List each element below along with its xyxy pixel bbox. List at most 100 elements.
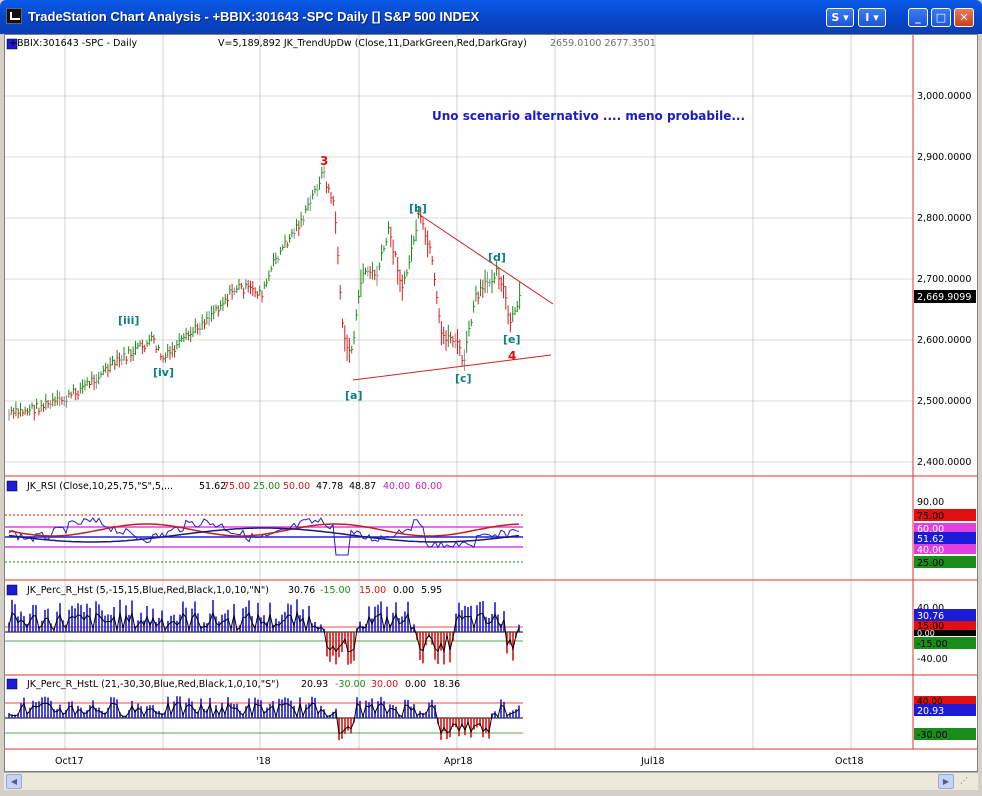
perc-r-value-1: 30.76 bbox=[288, 585, 315, 596]
wave-label-iii: [iii] bbox=[118, 314, 139, 327]
perc-r-title: JK_Perc_R_Hst (5,-15,15,Blue,Red,Black,1… bbox=[26, 585, 269, 596]
perc-r-axis-30: 30.76 bbox=[917, 611, 944, 622]
grid-lines bbox=[5, 35, 913, 749]
maximize-button[interactable]: □ bbox=[931, 8, 951, 27]
rsi-box-40 bbox=[914, 544, 976, 554]
title-bar[interactable]: TradeStation Chart Analysis - +BBIX:3016… bbox=[0, 0, 982, 34]
perc-r-long-value-1: 20.93 bbox=[301, 679, 328, 690]
perc-r-value-5: 5.95 bbox=[421, 585, 442, 596]
trendlines bbox=[352, 212, 554, 381]
chart-canvas[interactable]: +BBIX:301643 -SPC - Daily V=5,189,892 JK… bbox=[5, 35, 977, 771]
arrow-left-icon: ◀ bbox=[10, 777, 18, 786]
perc-r-axis-bottom: -40.00 bbox=[917, 654, 948, 665]
perc-r-long-value-4: 0.00 bbox=[405, 679, 426, 690]
rsi-axis-60: 60.00 bbox=[917, 524, 944, 535]
close-icon: ✕ bbox=[959, 11, 969, 24]
rsi-value-8: 60.00 bbox=[415, 481, 442, 492]
price-tick: 2,400.0000 bbox=[917, 457, 971, 468]
chart-area[interactable]: +BBIX:301643 -SPC - Daily V=5,189,892 JK… bbox=[4, 34, 978, 772]
wave-label-e: [e] bbox=[503, 333, 521, 346]
perc-r-box-m15 bbox=[914, 637, 976, 649]
perc-r-long-axis-top: 40.00 bbox=[917, 697, 943, 707]
symbol-label: +BBIX:301643 -SPC - Daily bbox=[9, 38, 137, 49]
scroll-right-button[interactable]: ▶ bbox=[938, 774, 954, 789]
window-title: TradeStation Chart Analysis - +BBIX:3016… bbox=[28, 9, 480, 24]
rsi-value-5: 47.78 bbox=[316, 481, 343, 492]
minimize-button[interactable]: _ bbox=[908, 8, 928, 27]
perc-r-long-panel: JK_Perc_R_HstL (21,-30,30,Blue,Red,Black… bbox=[5, 678, 976, 741]
i-menu-button[interactable]: I ▾ bbox=[858, 8, 886, 27]
price-tick: 2,500.0000 bbox=[917, 396, 971, 407]
rsi-value-2: 75.00 bbox=[223, 481, 250, 492]
perc-r-long-axis-20: 20.93 bbox=[917, 706, 944, 717]
perc-r-long-value-2: -30.00 bbox=[335, 679, 366, 690]
close-button[interactable]: ✕ bbox=[954, 8, 974, 27]
perc-r-axis-m15: -15.00 bbox=[917, 639, 948, 650]
wave-label-d: [d] bbox=[488, 251, 506, 264]
resize-grip-icon[interactable]: ⋰ bbox=[956, 774, 972, 789]
perc-r-axis-0: 0.00 bbox=[917, 629, 935, 638]
rsi-axis-25: 25.00 bbox=[917, 558, 944, 569]
rsi-value-4: 50.00 bbox=[283, 481, 310, 492]
perc-r-box-15 bbox=[914, 621, 976, 630]
perc-r-long-box-m30 bbox=[914, 728, 976, 740]
last-price-label: 2,669.9099 bbox=[917, 292, 971, 303]
price-tick: 2,700.0000 bbox=[917, 274, 971, 285]
price-tick: 2,900.0000 bbox=[917, 152, 971, 163]
time-tick-oct17: Oct17 bbox=[55, 756, 84, 767]
s-menu-label: S bbox=[831, 11, 840, 24]
rsi-value-6: 48.87 bbox=[349, 481, 376, 492]
maximize-icon: □ bbox=[935, 11, 947, 24]
wave-labels: 3 [iii] [iv] [a] [b] [c] [d] [e] 4 bbox=[118, 154, 521, 402]
rsi-axis-51: 51.62 bbox=[917, 534, 944, 545]
rsi-box-51 bbox=[914, 532, 976, 544]
arrow-right-icon: ▶ bbox=[942, 777, 950, 786]
perc-r-long-axis-m30: -30.00 bbox=[917, 730, 948, 741]
rsi-slow-line bbox=[8, 527, 520, 543]
time-axis: Oct17 '18 Apr18 Jul18 Oct18 bbox=[55, 756, 864, 767]
time-tick-jul18: Jul18 bbox=[640, 756, 665, 767]
perc-r-long-box-20 bbox=[914, 704, 976, 716]
horizontal-scrollbar[interactable]: ◀ ▶ ⋰ bbox=[4, 772, 978, 790]
time-tick-oct18: Oct18 bbox=[835, 756, 864, 767]
perc-r-panel: JK_Perc_R_Hst (5,-15,15,Blue,Red,Black,1… bbox=[5, 584, 976, 665]
last-price-box bbox=[914, 290, 976, 303]
price-bars bbox=[8, 165, 522, 421]
wave-label-a: [a] bbox=[345, 389, 362, 402]
perc-r-long-histogram bbox=[8, 696, 520, 741]
rsi-value-7: 40.00 bbox=[383, 481, 410, 492]
perc-r-marker-icon bbox=[6, 584, 18, 596]
perc-r-value-3: 15.00 bbox=[359, 585, 386, 596]
wave-label-c: [c] bbox=[455, 372, 472, 385]
i-menu-label: I bbox=[865, 11, 870, 24]
rsi-box-60 bbox=[914, 523, 976, 533]
perc-r-axis-top: 40.00 bbox=[917, 603, 944, 614]
wave-label-4: 4 bbox=[508, 349, 516, 363]
s-menu-button[interactable]: S ▾ bbox=[826, 8, 854, 27]
rsi-value-1: 51.62 bbox=[199, 481, 226, 492]
scroll-left-button[interactable]: ◀ bbox=[6, 774, 22, 789]
perc-r-long-value-3: 30.00 bbox=[371, 679, 398, 690]
rsi-axis-top: 90.00 bbox=[917, 497, 944, 508]
rsi-box-25 bbox=[914, 556, 976, 568]
perc-r-long-value-5: 18.36 bbox=[433, 679, 460, 690]
minimize-icon: _ bbox=[915, 11, 921, 24]
rsi-marker-icon bbox=[6, 480, 18, 492]
perc-r-long-title: JK_Perc_R_HstL (21,-30,30,Blue,Red,Black… bbox=[26, 679, 279, 690]
rsi-average-line bbox=[8, 523, 520, 537]
indicator-label: V=5,189,892 JK_TrendUpDw (Close,11,DarkG… bbox=[218, 38, 527, 49]
rsi-title: JK_RSI (Close,10,25,75,"S",5,... bbox=[26, 481, 173, 492]
perc-r-box-30 bbox=[914, 609, 976, 621]
perc-r-value-2: -15.00 bbox=[320, 585, 351, 596]
rsi-axis-40: 40.00 bbox=[917, 545, 944, 556]
panel-separators bbox=[5, 35, 977, 750]
perc-r-box-0 bbox=[914, 630, 976, 636]
perc-r-long-marker-icon bbox=[6, 678, 18, 690]
symbol-marker-icon bbox=[6, 38, 18, 50]
price-header: +BBIX:301643 -SPC - Daily V=5,189,892 JK… bbox=[6, 38, 656, 50]
price-tick: 2,800.0000 bbox=[917, 213, 971, 224]
price-tick: 2,600.0000 bbox=[917, 335, 971, 346]
perc-r-long-signal-line bbox=[8, 701, 520, 735]
price-tick: 3,000.0000 bbox=[917, 91, 971, 102]
